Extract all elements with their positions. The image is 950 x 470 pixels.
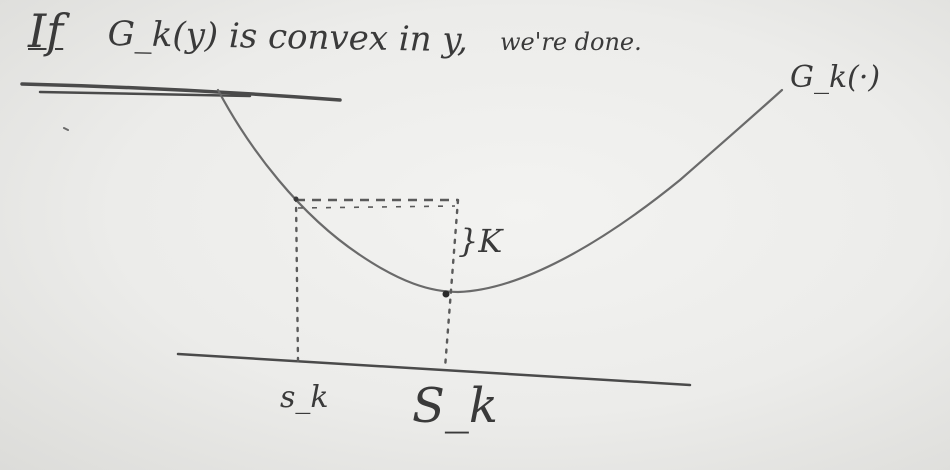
title-done-text: we're done. <box>500 28 642 56</box>
title-main-text: G_k(y) is convex in y, <box>107 14 469 61</box>
strike-line-1 <box>20 82 342 102</box>
strike-line-2 <box>38 90 252 98</box>
corner-point <box>293 196 299 202</box>
dotted-vertical-s-small <box>294 196 300 364</box>
s-small-label: s_k <box>280 380 329 415</box>
minimum-point <box>442 290 450 298</box>
convex-curve <box>216 88 784 294</box>
s-big-label: S_k <box>412 378 498 434</box>
horizontal-axis <box>176 352 692 387</box>
title-if-text: If <box>28 4 64 58</box>
dotted-vertical-s-big <box>443 198 460 370</box>
curve-label: G_k(·) <box>790 60 881 95</box>
k-label: }K <box>458 222 503 260</box>
stray-mark <box>63 127 69 131</box>
dashed-horizontal-line-2 <box>297 205 456 209</box>
